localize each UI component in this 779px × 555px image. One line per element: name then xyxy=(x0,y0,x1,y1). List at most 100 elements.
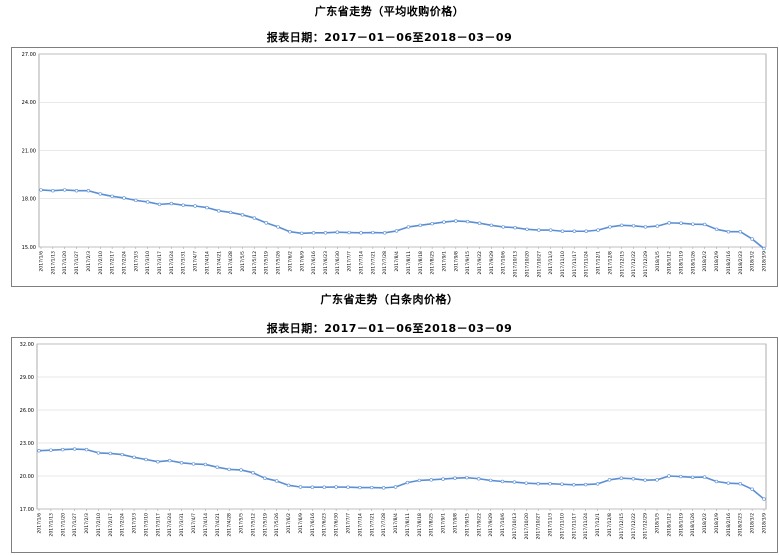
x-tick-label: 2017/11/17 xyxy=(571,513,577,540)
data-point xyxy=(762,497,766,501)
series-line xyxy=(40,189,765,250)
data-point xyxy=(144,457,148,462)
data-point xyxy=(572,483,576,487)
x-tick-label: 2018/1/26 xyxy=(690,513,696,537)
x-tick-label: 2017/4/21 xyxy=(216,251,222,275)
x-tick-label: 2017/5/12 xyxy=(252,251,258,275)
data-point xyxy=(703,222,707,227)
x-tick-label: 2018/1/26 xyxy=(690,251,696,275)
data-point xyxy=(620,223,624,227)
x-tick-label: 2017/1/20 xyxy=(62,251,68,275)
x-tick-label: 2017/8/4 xyxy=(394,251,400,272)
data-point xyxy=(263,476,267,480)
data-point xyxy=(156,459,160,464)
y-tick-label: 21.00 xyxy=(22,148,36,154)
x-tick-label: 2017/6/30 xyxy=(335,251,341,275)
data-point xyxy=(655,478,659,482)
x-tick-label: 2017/10/20 xyxy=(524,513,530,540)
x-tick-label: 2017/6/2 xyxy=(286,513,292,534)
data-point xyxy=(168,458,172,463)
x-tick-label: 2017/10/6 xyxy=(500,513,506,537)
y-tick-label: 32.00 xyxy=(20,342,34,348)
x-tick-label: 2017/8/4 xyxy=(393,513,399,534)
x-tick-label: 2017/7/28 xyxy=(381,513,387,537)
x-tick-label: 2017/7/14 xyxy=(357,513,363,537)
x-tick-label: 2017/2/17 xyxy=(110,251,116,275)
x-tick-label: 2017/5/5 xyxy=(239,513,245,534)
x-tick-label: 2017/6/9 xyxy=(299,251,305,272)
x-tick-label: 2018/2/9 xyxy=(714,251,720,272)
data-point xyxy=(655,224,660,228)
x-tick-label: 2017/9/22 xyxy=(476,513,482,537)
x-tick-label: 2018/3/9 xyxy=(762,251,768,272)
chart-2-plot: 17.00 20.00 23.00 26.00 29.00 32.00 2017/1/6 20… xyxy=(20,342,768,540)
data-point xyxy=(84,447,89,452)
x-tick-label: 2018/2/2 xyxy=(702,251,708,272)
x-tick-label: 2017/12/8 xyxy=(607,251,613,275)
data-point xyxy=(537,228,541,232)
x-tick-label: 2017/3/17 xyxy=(155,513,161,537)
data-point xyxy=(418,223,422,227)
data-point xyxy=(191,462,196,466)
x-tick-label: 2017/7/21 xyxy=(369,513,375,537)
x-tick-label: 2018/3/2 xyxy=(750,251,756,272)
data-point xyxy=(512,480,517,484)
data-point xyxy=(524,481,528,485)
data-point xyxy=(286,483,291,488)
data-point xyxy=(179,461,184,465)
data-point xyxy=(371,230,375,235)
y-tick-label: 29.00 xyxy=(20,375,34,381)
x-tick-label: 2017/2/10 xyxy=(96,513,102,537)
data-point xyxy=(310,485,315,489)
data-point xyxy=(74,189,79,193)
data-point xyxy=(239,468,243,472)
data-point xyxy=(608,225,612,229)
data-point xyxy=(762,246,766,251)
x-tick-label: 2018/1/12 xyxy=(667,251,673,275)
x-tick-label: 2018/1/12 xyxy=(666,513,672,537)
data-point xyxy=(679,474,683,479)
data-point xyxy=(145,200,150,204)
x-tick-label: 2017/5/5 xyxy=(240,251,246,272)
x-tick-label: 2017/4/14 xyxy=(203,513,209,537)
data-point xyxy=(489,223,494,227)
data-point xyxy=(525,227,529,232)
data-point xyxy=(240,213,245,217)
x-tick-label: 2017/12/22 xyxy=(631,251,637,278)
x-tick-label: 2018/2/9 xyxy=(714,513,720,534)
data-point xyxy=(383,231,387,235)
y-tick-label: 26.00 xyxy=(20,408,34,414)
data-point xyxy=(442,220,446,224)
data-point xyxy=(679,221,683,225)
data-point xyxy=(394,229,399,233)
data-point xyxy=(132,455,136,460)
x-tick-label: 2017/7/14 xyxy=(359,251,365,275)
x-tick-label: 2017/10/6 xyxy=(501,251,507,275)
data-point xyxy=(536,482,540,486)
x-tick-label: 2017/3/3 xyxy=(132,513,138,534)
data-point xyxy=(98,192,102,196)
x-tick-label: 2017/1/13 xyxy=(48,513,54,537)
data-point xyxy=(667,474,671,478)
x-tick-label: 2017/2/17 xyxy=(108,513,114,537)
x-tick-label: 2017/11/10 xyxy=(559,513,565,540)
data-point xyxy=(346,485,350,489)
x-tick-label: 2018/1/19 xyxy=(678,513,684,537)
x-tick-label: 2017/4/28 xyxy=(228,251,234,275)
x-tick-label: 2017/2/3 xyxy=(86,251,92,272)
y-tick-label: 15.00 xyxy=(22,245,36,251)
data-point xyxy=(381,486,386,490)
data-point xyxy=(275,479,279,483)
data-point xyxy=(548,482,552,486)
x-tick-label: 2017/1/27 xyxy=(74,251,80,275)
data-point xyxy=(264,221,268,225)
data-point xyxy=(488,478,493,483)
x-tick-label: 2018/2/2 xyxy=(702,513,708,534)
data-point xyxy=(465,219,470,224)
data-point xyxy=(205,205,209,210)
data-point xyxy=(454,219,458,223)
data-point xyxy=(572,229,577,233)
chart-1-subtitle: 报表日期：2017－01－06至2018－03－09 xyxy=(266,31,513,44)
x-tick-label: 2018/3/9 xyxy=(762,513,768,534)
data-point xyxy=(347,230,351,235)
